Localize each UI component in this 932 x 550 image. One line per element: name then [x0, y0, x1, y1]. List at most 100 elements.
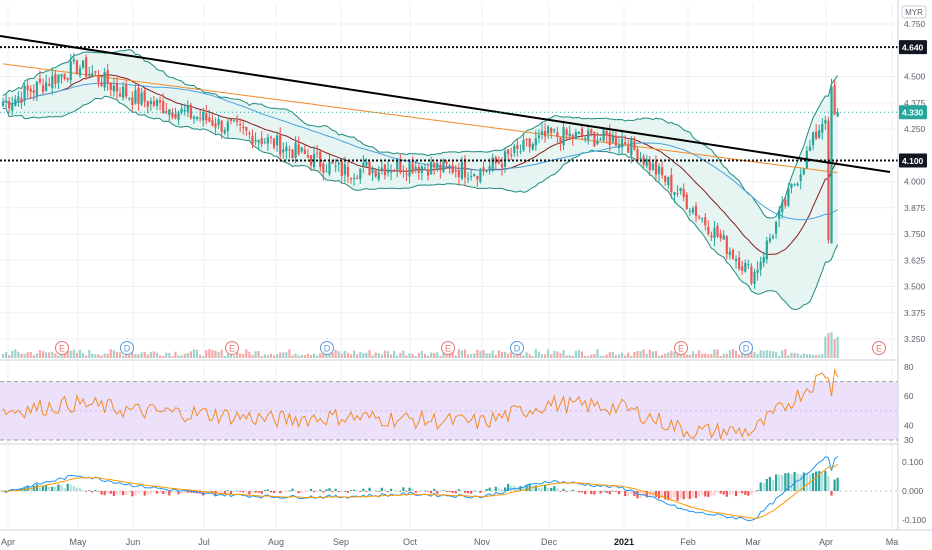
- volume-bar-257: [793, 352, 796, 358]
- price-badge-bg-1[interactable]: [899, 105, 927, 120]
- event-marker-2[interactable]: E: [225, 341, 239, 355]
- candle-body-30: [94, 71, 97, 73]
- macd-pane[interactable]: [0, 443, 932, 522]
- volume-bar-153: [473, 353, 476, 358]
- candle-body-79: [245, 126, 248, 131]
- volume-bar-107: [331, 352, 334, 358]
- macd-hist-20: [63, 488, 66, 491]
- macd-hist-56: [174, 491, 177, 493]
- candle-body-232: [716, 225, 719, 237]
- volume-bar-71: [220, 349, 223, 358]
- candle-body-8: [26, 85, 29, 90]
- volume-bar-59: [183, 353, 186, 358]
- volume-bar-28: [88, 349, 91, 358]
- volume-bars: [1, 332, 839, 358]
- candle-body-19: [60, 74, 63, 77]
- price-candles[interactable]: [1, 52, 839, 289]
- candle-body-258: [796, 183, 799, 186]
- rsi-pane[interactable]: [0, 359, 932, 441]
- volume-bar-17: [54, 353, 57, 358]
- candle-body-217: [670, 175, 673, 193]
- volume-bar-8: [26, 352, 29, 358]
- candle-body-249: [768, 238, 772, 242]
- candle-body-62: [192, 116, 196, 119]
- volume-bar-138: [426, 355, 430, 358]
- volume-bar-32: [100, 355, 103, 358]
- candle-body-216: [667, 176, 670, 186]
- event-marker-5[interactable]: D: [510, 341, 524, 355]
- event-label-3: D: [324, 344, 331, 354]
- volume-bar-189: [584, 355, 587, 358]
- candle-body-197: [608, 132, 611, 146]
- volume-bar-216: [667, 352, 670, 358]
- volume-bar-158: [488, 353, 491, 358]
- candle-body-141: [436, 162, 439, 170]
- event-label-4: E: [445, 344, 451, 354]
- volume-bar-173: [534, 349, 537, 358]
- candle-body-69: [214, 123, 217, 128]
- event-marker-8[interactable]: E: [872, 341, 886, 355]
- event-circle-1: [120, 341, 134, 355]
- macd-hist-217: [670, 491, 673, 500]
- macd-hist-116: [359, 491, 362, 492]
- macd-hist-14: [45, 485, 48, 491]
- volume-bar-217: [670, 350, 673, 358]
- descending-trendline: [0, 35, 891, 173]
- macd-hist-265: [818, 471, 821, 491]
- candle-body-202: [624, 142, 627, 145]
- drawn-lines[interactable]: [0, 35, 898, 173]
- event-marker-0[interactable]: E: [55, 341, 69, 355]
- candle-body-101: [312, 154, 316, 168]
- volume-bar-255: [787, 355, 790, 358]
- volume-bar-121: [374, 352, 377, 358]
- candle-body-182: [562, 127, 565, 146]
- price-badge-bg-2[interactable]: [899, 153, 927, 168]
- macd-hist-37: [115, 491, 119, 496]
- candle-body-128: [396, 160, 399, 170]
- candle-body-90: [279, 135, 282, 155]
- price-badge-bg-0[interactable]: [899, 40, 927, 55]
- candle-body-57: [177, 112, 180, 120]
- macd-hist-121: [374, 490, 377, 492]
- candle-body-157: [485, 170, 488, 172]
- volume-bar-190: [587, 355, 590, 358]
- volume-bar-129: [399, 352, 402, 358]
- candle-body-209: [645, 158, 648, 167]
- event-marker-3[interactable]: D: [320, 341, 334, 355]
- candle-body-2: [8, 101, 11, 109]
- candle-body-126: [389, 171, 393, 173]
- event-marker-1[interactable]: D: [120, 341, 134, 355]
- macd-hist-148: [457, 489, 460, 491]
- candle-body-192: [593, 132, 596, 147]
- macd-hist-114: [353, 489, 356, 491]
- volume-bar-188: [580, 351, 584, 358]
- volume-bar-183: [565, 355, 568, 358]
- candle-body-246: [759, 261, 762, 270]
- volume-bar-224: [691, 351, 695, 358]
- candle-body-237: [731, 249, 735, 259]
- price-tick-5: 3.875: [904, 203, 926, 213]
- macd-hist-91: [282, 491, 285, 493]
- macd-hist-134: [414, 491, 417, 493]
- macd-line: [2, 455, 839, 522]
- macd-hist-105: [325, 489, 328, 491]
- volume-bar-51: [158, 355, 162, 358]
- candle-body-222: [685, 194, 688, 210]
- event-marker-6[interactable]: E: [674, 341, 688, 355]
- event-marker-4[interactable]: E: [441, 341, 455, 355]
- event-circle-4: [441, 341, 455, 355]
- candle-body-212: [654, 161, 658, 175]
- event-marker-7[interactable]: D: [739, 341, 753, 355]
- volume-bar-99: [306, 353, 310, 358]
- candle-body-56: [174, 114, 177, 119]
- volume-bar-47: [146, 354, 149, 358]
- macd-hist-96: [297, 491, 300, 494]
- volume-bar-110: [340, 353, 343, 358]
- macd-hist-40: [125, 491, 128, 495]
- macd-hist-112: [346, 491, 350, 493]
- volume-bar-264: [815, 354, 818, 358]
- macd-hist-79: [245, 491, 248, 493]
- macd-hist-98: [303, 491, 306, 493]
